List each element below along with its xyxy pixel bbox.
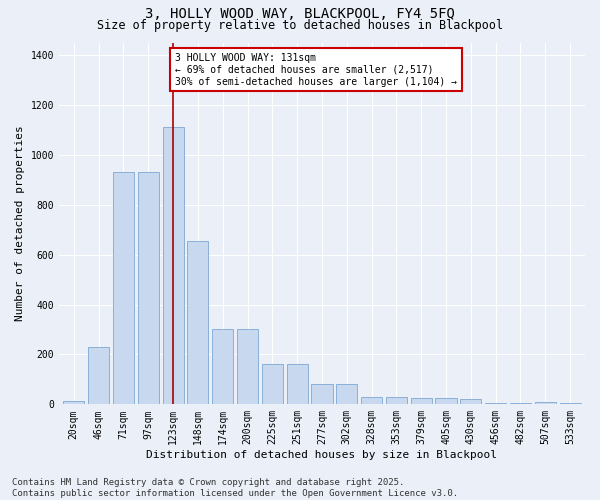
Bar	[361, 397, 382, 404]
Bar	[287, 364, 308, 405]
Bar	[88, 347, 109, 405]
Y-axis label: Number of detached properties: Number of detached properties	[15, 126, 25, 322]
Bar	[63, 400, 85, 404]
Text: Size of property relative to detached houses in Blackpool: Size of property relative to detached ho…	[97, 18, 503, 32]
Bar	[460, 400, 481, 404]
Bar	[436, 398, 457, 404]
Bar	[138, 172, 159, 404]
Bar	[212, 330, 233, 404]
Bar	[485, 403, 506, 404]
Bar	[163, 128, 184, 404]
Bar	[386, 397, 407, 404]
Bar	[311, 384, 332, 404]
Bar	[510, 403, 531, 404]
X-axis label: Distribution of detached houses by size in Blackpool: Distribution of detached houses by size …	[146, 450, 497, 460]
Bar	[410, 398, 432, 404]
Text: 3, HOLLY WOOD WAY, BLACKPOOL, FY4 5FQ: 3, HOLLY WOOD WAY, BLACKPOOL, FY4 5FQ	[145, 8, 455, 22]
Bar	[113, 172, 134, 404]
Bar	[560, 403, 581, 404]
Bar	[535, 402, 556, 404]
Bar	[336, 384, 358, 404]
Text: 3 HOLLY WOOD WAY: 131sqm
← 69% of detached houses are smaller (2,517)
30% of sem: 3 HOLLY WOOD WAY: 131sqm ← 69% of detach…	[175, 54, 457, 86]
Text: Contains HM Land Registry data © Crown copyright and database right 2025.
Contai: Contains HM Land Registry data © Crown c…	[12, 478, 458, 498]
Bar	[187, 241, 208, 404]
Bar	[237, 330, 258, 404]
Bar	[262, 364, 283, 405]
